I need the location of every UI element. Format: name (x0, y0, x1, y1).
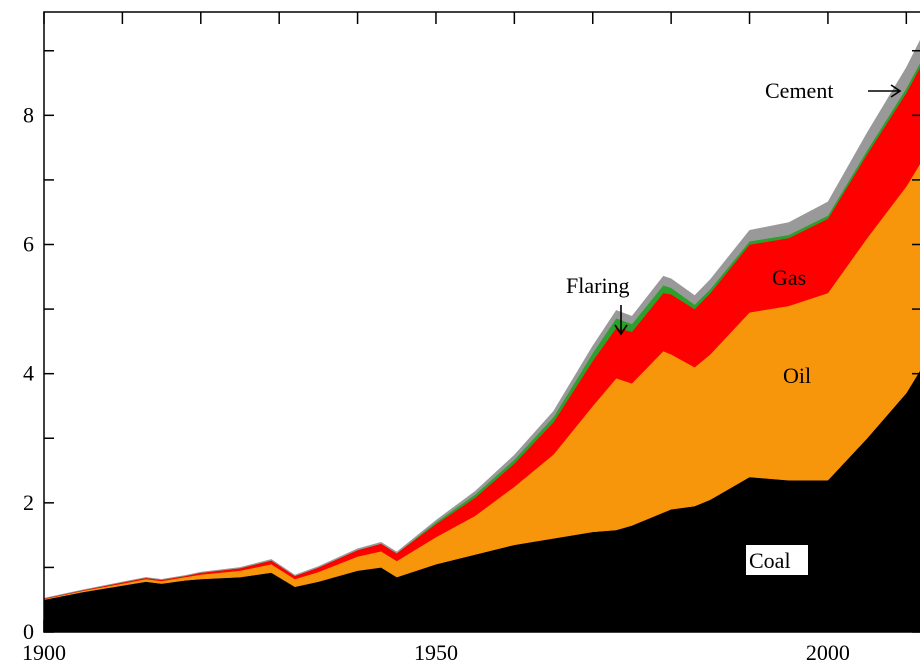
gas-label: Gas (772, 265, 806, 290)
coal-label-bg (746, 545, 808, 575)
x-tick-label: 1900 (22, 640, 66, 665)
cement-label: Cement (765, 78, 833, 103)
cement-area (43, 39, 920, 599)
y-tick-label: 2 (23, 490, 34, 515)
cement-arrow (868, 84, 902, 98)
x-tick-label: 1950 (414, 640, 458, 665)
y-tick-label: 0 (23, 619, 34, 644)
flaring-label: Flaring (566, 273, 630, 298)
y-tick-label: 6 (23, 232, 34, 257)
y-tick-label: 8 (23, 102, 34, 127)
plot-border (43, 11, 920, 633)
y-tick-label: 4 (23, 361, 34, 386)
plot-frame (43, 11, 920, 633)
flaring-arrow (614, 305, 628, 336)
area-layers (43, 39, 920, 633)
coal-label: Coal (749, 548, 791, 573)
axis-ticks: 1900 1950 2000 0 2 4 6 8 (22, 12, 920, 665)
oil-label: Oil (783, 363, 811, 388)
x-tick-label: 2000 (806, 640, 850, 665)
